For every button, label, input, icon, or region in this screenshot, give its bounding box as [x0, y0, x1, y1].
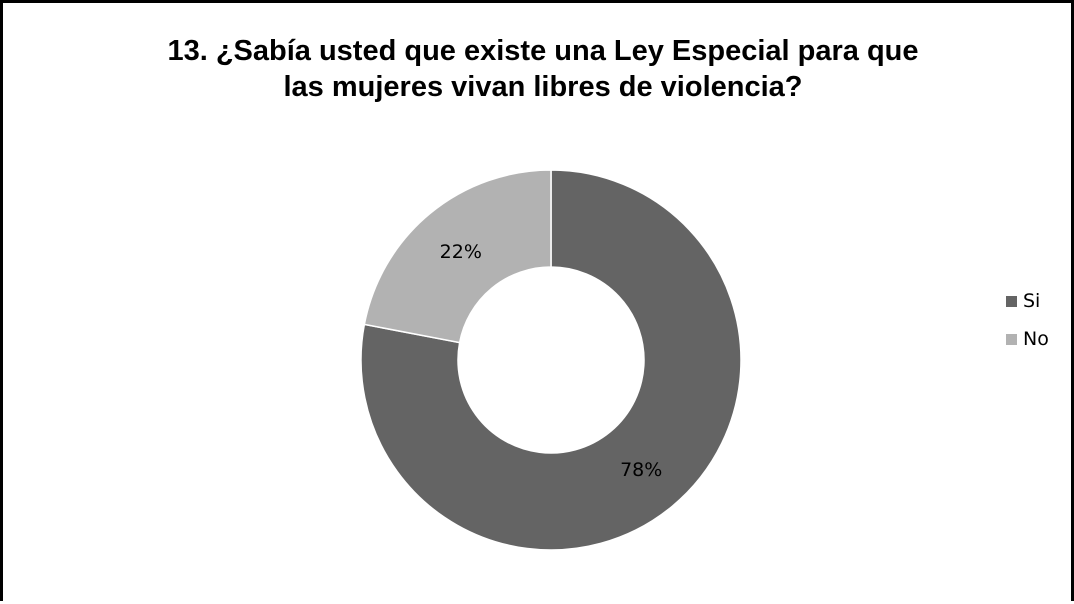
legend-label-no: No	[1023, 328, 1049, 350]
data-label-si: 78%	[620, 459, 662, 481]
donut-slices	[360, 169, 742, 551]
chart-title-line-1: 13. ¿Sabía usted que existe una Ley Espe…	[167, 35, 919, 67]
chart-title-line-2: las mujeres vivan libres de violencia?	[283, 71, 803, 103]
legend-item-no: No	[1006, 320, 1049, 358]
chart-title: 13. ¿Sabía usted que existe una Ley Espe…	[43, 33, 1043, 105]
donut-slice-no	[363, 169, 552, 344]
legend-item-si: Si	[1006, 282, 1049, 320]
donut-chart: 78% 22%	[360, 169, 742, 551]
data-label-no: 22%	[440, 241, 482, 263]
legend-label-si: Si	[1023, 290, 1041, 312]
legend-swatch-no	[1006, 333, 1017, 345]
legend-swatch-si	[1006, 295, 1017, 307]
donut-data-labels: 78% 22%	[440, 241, 663, 481]
donut-slice-si	[360, 169, 742, 551]
chart-legend: Si No	[1006, 282, 1049, 358]
